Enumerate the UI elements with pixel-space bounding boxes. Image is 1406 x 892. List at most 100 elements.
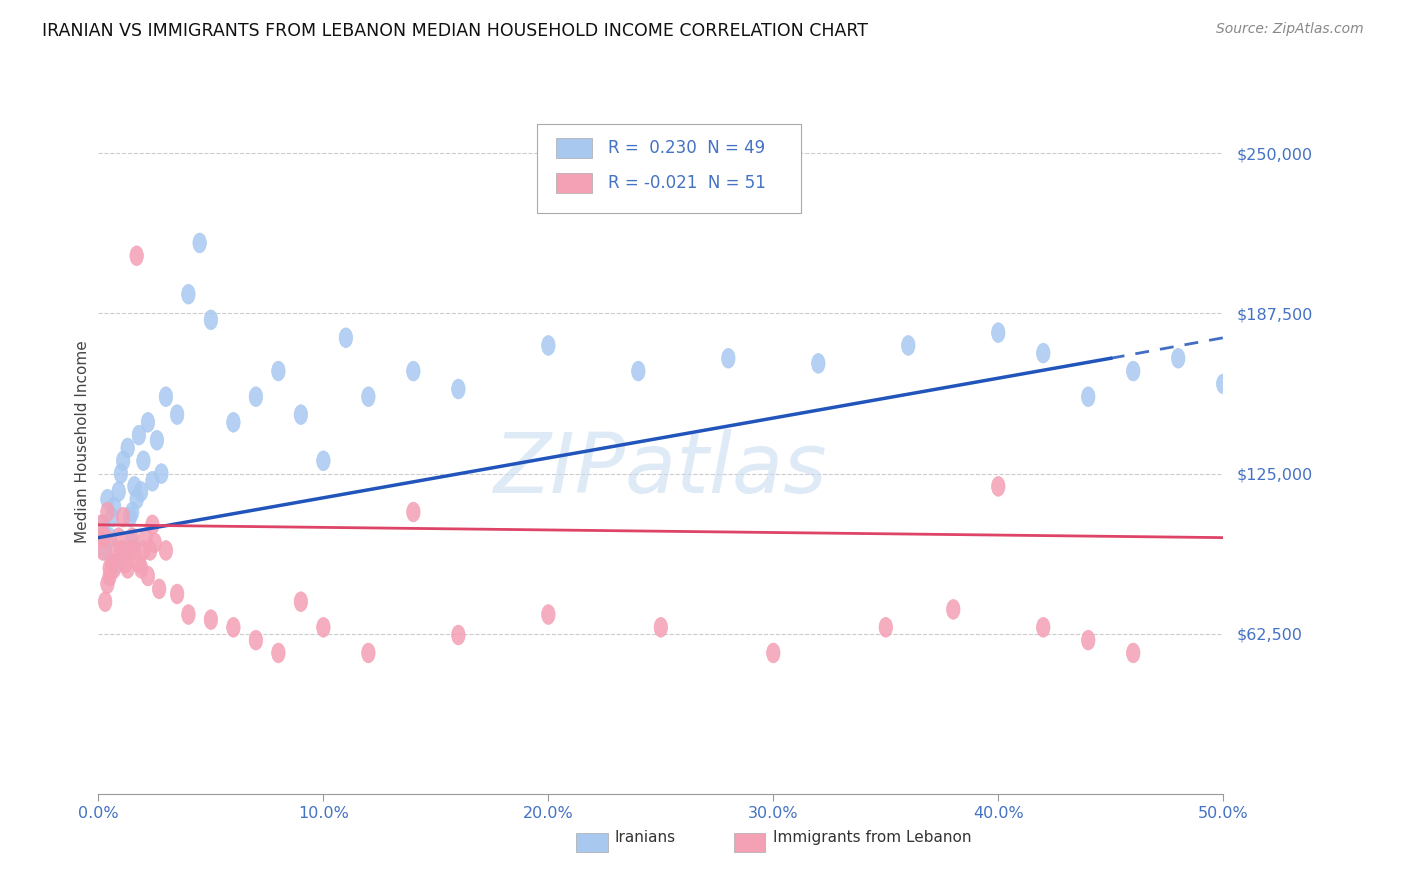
Ellipse shape [103, 558, 117, 578]
Ellipse shape [101, 502, 114, 522]
Ellipse shape [159, 387, 173, 407]
Ellipse shape [107, 497, 121, 516]
Ellipse shape [451, 625, 465, 645]
Y-axis label: Median Household Income: Median Household Income [75, 340, 90, 543]
Ellipse shape [294, 591, 308, 612]
Ellipse shape [946, 599, 960, 619]
Text: R = -0.021  N = 51: R = -0.021 N = 51 [607, 174, 766, 192]
Ellipse shape [316, 450, 330, 471]
Ellipse shape [451, 379, 465, 399]
Ellipse shape [98, 591, 112, 612]
Ellipse shape [766, 643, 780, 663]
Ellipse shape [1081, 387, 1095, 407]
Ellipse shape [271, 361, 285, 381]
Ellipse shape [361, 643, 375, 663]
Ellipse shape [129, 246, 143, 266]
Ellipse shape [114, 464, 128, 483]
Ellipse shape [991, 476, 1005, 496]
Ellipse shape [139, 528, 152, 548]
Ellipse shape [150, 431, 163, 450]
Ellipse shape [141, 566, 155, 586]
Ellipse shape [103, 566, 117, 586]
Ellipse shape [117, 450, 129, 471]
Ellipse shape [631, 361, 645, 381]
Ellipse shape [98, 528, 112, 548]
Ellipse shape [148, 533, 162, 553]
Ellipse shape [406, 502, 420, 522]
Ellipse shape [135, 558, 148, 578]
Ellipse shape [141, 412, 155, 433]
Ellipse shape [991, 323, 1005, 343]
Text: Source: ZipAtlas.com: Source: ZipAtlas.com [1216, 22, 1364, 37]
Ellipse shape [112, 482, 125, 501]
Ellipse shape [1126, 643, 1140, 663]
Ellipse shape [118, 541, 132, 560]
Ellipse shape [159, 541, 173, 560]
Ellipse shape [135, 482, 148, 501]
Ellipse shape [316, 617, 330, 637]
Ellipse shape [170, 405, 184, 425]
Ellipse shape [152, 579, 166, 599]
Ellipse shape [128, 541, 141, 560]
Ellipse shape [294, 405, 308, 425]
FancyBboxPatch shape [557, 173, 592, 193]
Ellipse shape [96, 528, 110, 548]
Ellipse shape [811, 353, 825, 373]
Ellipse shape [107, 558, 121, 578]
FancyBboxPatch shape [576, 832, 607, 853]
Ellipse shape [132, 425, 146, 445]
Ellipse shape [654, 617, 668, 637]
Ellipse shape [155, 464, 169, 483]
Ellipse shape [193, 233, 207, 252]
Ellipse shape [541, 605, 555, 624]
Ellipse shape [146, 515, 159, 534]
Ellipse shape [1126, 361, 1140, 381]
Ellipse shape [1081, 631, 1095, 650]
Text: Iranians: Iranians [614, 830, 676, 845]
FancyBboxPatch shape [537, 124, 801, 212]
Ellipse shape [249, 631, 263, 650]
Text: IRANIAN VS IMMIGRANTS FROM LEBANON MEDIAN HOUSEHOLD INCOME CORRELATION CHART: IRANIAN VS IMMIGRANTS FROM LEBANON MEDIA… [42, 22, 868, 40]
Ellipse shape [361, 387, 375, 407]
Ellipse shape [94, 515, 107, 534]
Ellipse shape [129, 490, 143, 509]
Ellipse shape [124, 508, 136, 527]
Ellipse shape [105, 508, 118, 527]
Ellipse shape [249, 387, 263, 407]
Ellipse shape [125, 533, 139, 553]
Ellipse shape [132, 553, 146, 574]
Ellipse shape [181, 605, 195, 624]
Ellipse shape [101, 574, 114, 593]
Text: Immigrants from Lebanon: Immigrants from Lebanon [773, 830, 972, 845]
Ellipse shape [879, 617, 893, 637]
Ellipse shape [226, 412, 240, 433]
Ellipse shape [118, 553, 132, 574]
Ellipse shape [901, 335, 915, 355]
Ellipse shape [1036, 617, 1050, 637]
Ellipse shape [271, 643, 285, 663]
Ellipse shape [125, 528, 139, 548]
FancyBboxPatch shape [557, 138, 592, 158]
Ellipse shape [170, 584, 184, 604]
Ellipse shape [121, 438, 135, 458]
Ellipse shape [112, 528, 125, 548]
Ellipse shape [146, 471, 159, 491]
Ellipse shape [125, 502, 139, 522]
Ellipse shape [143, 541, 157, 560]
Text: ZIPatlas: ZIPatlas [494, 429, 828, 510]
Ellipse shape [96, 541, 110, 560]
Text: R =  0.230  N = 49: R = 0.230 N = 49 [607, 138, 765, 157]
FancyBboxPatch shape [734, 832, 765, 853]
Ellipse shape [124, 541, 136, 560]
Ellipse shape [204, 310, 218, 330]
Ellipse shape [98, 541, 112, 560]
Ellipse shape [121, 558, 135, 578]
Ellipse shape [114, 541, 128, 560]
Ellipse shape [226, 617, 240, 637]
Ellipse shape [541, 335, 555, 355]
Ellipse shape [103, 528, 117, 548]
Ellipse shape [181, 285, 195, 304]
Ellipse shape [721, 349, 735, 368]
Ellipse shape [204, 610, 218, 630]
Ellipse shape [110, 553, 124, 574]
